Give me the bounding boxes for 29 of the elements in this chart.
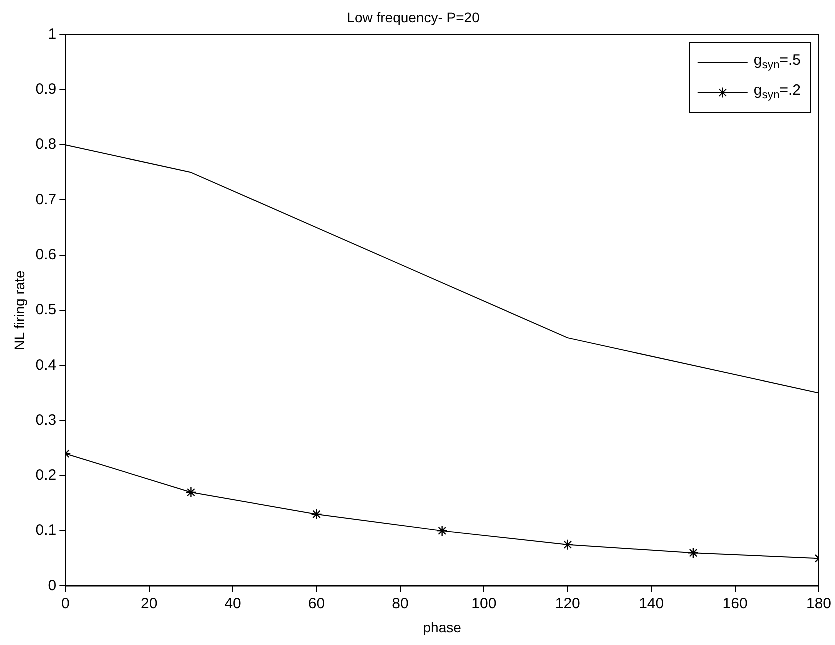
y-tick-label: 0.7 <box>36 191 57 208</box>
y-tick-label: 0.5 <box>36 302 57 319</box>
x-tick-label: 40 <box>224 595 242 612</box>
y-tick-label: 0.3 <box>36 412 57 429</box>
point <box>436 525 448 537</box>
y-tick-label: 0.8 <box>36 136 57 154</box>
x-tick-label: 0 <box>61 595 70 612</box>
x-tick-label: 60 <box>308 595 326 612</box>
y-tick-label: 1 <box>48 26 57 43</box>
point <box>186 486 197 498</box>
point <box>562 539 574 550</box>
y-tick-label: 0.1 <box>36 522 57 540</box>
x-tick-label: 80 <box>392 595 409 612</box>
x-tick-label: 140 <box>639 595 664 612</box>
y-tick-label: 0.4 <box>36 356 57 374</box>
x-tick-label: 120 <box>555 595 580 612</box>
y-axis-title: NL firing rate <box>11 270 28 350</box>
x-tick-label: 180 <box>806 595 832 612</box>
y-tick-label: 0.9 <box>36 81 57 98</box>
y-tick-label: 0 <box>48 577 57 594</box>
x-tick-label: 160 <box>722 595 748 612</box>
y-tick-label: 0.2 <box>36 467 57 484</box>
y-tick-label: 0.6 <box>36 246 57 264</box>
x-tick-label: 20 <box>141 595 158 612</box>
point <box>311 508 322 520</box>
point <box>688 548 700 559</box>
x-tick-label: 100 <box>472 595 497 612</box>
chart-title: Low frequency- P=20 <box>347 9 480 26</box>
x-axis-title: phase <box>423 619 462 636</box>
